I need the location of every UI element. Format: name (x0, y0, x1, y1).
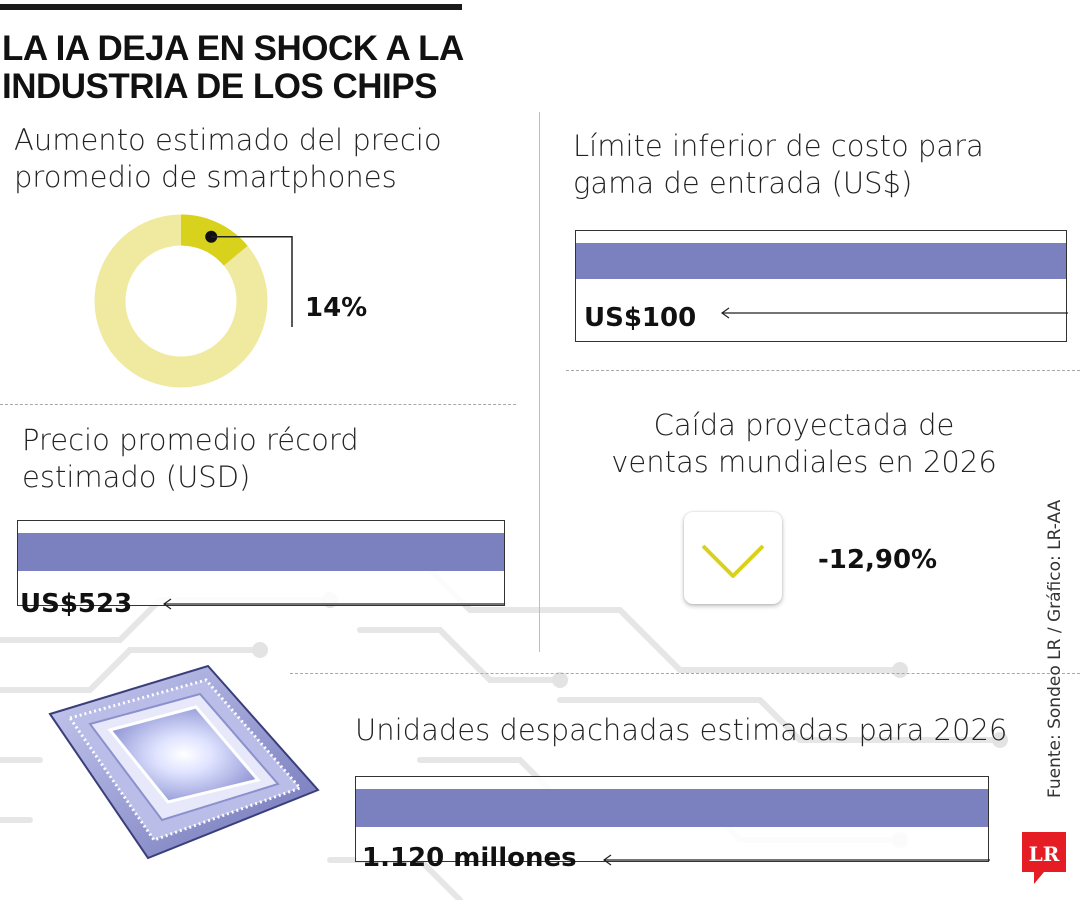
panel-sales-drop-title-line1: Caída proyectada de (653, 408, 955, 442)
title-line-1: LA IA DEJA EN SHOCK A LA (2, 29, 464, 68)
panel-sales-drop-title-line2: ventas mundiales en 2026 (611, 445, 997, 479)
panel-smartphone-price-title: Aumento estimado del precio promedio de … (14, 122, 442, 196)
logo-text: LR (1029, 842, 1060, 866)
arrow-left-icon (162, 598, 505, 610)
panel-entry-cost-title-line1: Límite inferior de costo para (573, 129, 984, 163)
panel-record-price-title: Precio promedio récord estimado (USD) (22, 422, 359, 496)
panel-entry-cost-title-line2: gama de entrada (US$) (573, 166, 913, 200)
donut-chart (94, 214, 293, 388)
bar-record-price-fill (18, 533, 504, 571)
panel-units-shipped-title: Unidades despachadas estimadas para 2026 (355, 713, 1008, 747)
panel-smartphone-title-line1: Aumento estimado del precio (14, 123, 442, 157)
donut-value-label: 14% (305, 293, 368, 323)
panel-sales-drop-title: Caída proyectada de ventas mundiales en … (560, 407, 1048, 481)
chevron-down-icon (701, 544, 765, 578)
divider-dashed-bottom (290, 673, 1080, 674)
divider-dashed-right (566, 370, 1080, 371)
vertical-divider (539, 112, 540, 652)
lr-logo: LR (1022, 832, 1066, 884)
source-text: Fuente: Sondeo LR / Gráfico: LR-AA (1045, 499, 1065, 798)
panel-record-price-title-line2: estimado (USD) (22, 460, 251, 494)
bar-units-shipped-frame (355, 776, 989, 862)
sales-drop-value-label: -12,90% (818, 545, 938, 575)
down-indicator-card (684, 512, 782, 604)
bar-record-price-value-label: US$523 (20, 589, 133, 619)
bar-entry-cost-fill (576, 243, 1066, 279)
bar-units-shipped-value-label: 1.120 millones (362, 843, 577, 873)
donut-leader-line (211, 236, 293, 327)
panel-record-price-title-line1: Precio promedio récord (22, 423, 359, 457)
bar-entry-cost-frame (575, 230, 1067, 342)
panel-entry-cost-title: Límite inferior de costo para gama de en… (573, 128, 984, 202)
bar-entry-cost-value-label: US$100 (584, 303, 697, 333)
page-title: LA IA DEJA EN SHOCK A LA INDUSTRIA DE LO… (2, 30, 522, 106)
arrow-left-icon (720, 307, 1068, 319)
panel-smartphone-title-line2: promedio de smartphones (14, 160, 397, 194)
source-credit: Fuente: Sondeo LR / Gráfico: LR-AA (1045, 499, 1065, 798)
bar-record-price-frame (17, 520, 505, 606)
chip-illustration (48, 664, 320, 860)
bar-units-shipped-fill (356, 789, 988, 827)
divider-dashed-left (0, 404, 516, 405)
arrow-left-icon (602, 854, 990, 866)
title-line-2: INDUSTRIA DE LOS CHIPS (2, 67, 437, 106)
top-rule (0, 4, 462, 10)
